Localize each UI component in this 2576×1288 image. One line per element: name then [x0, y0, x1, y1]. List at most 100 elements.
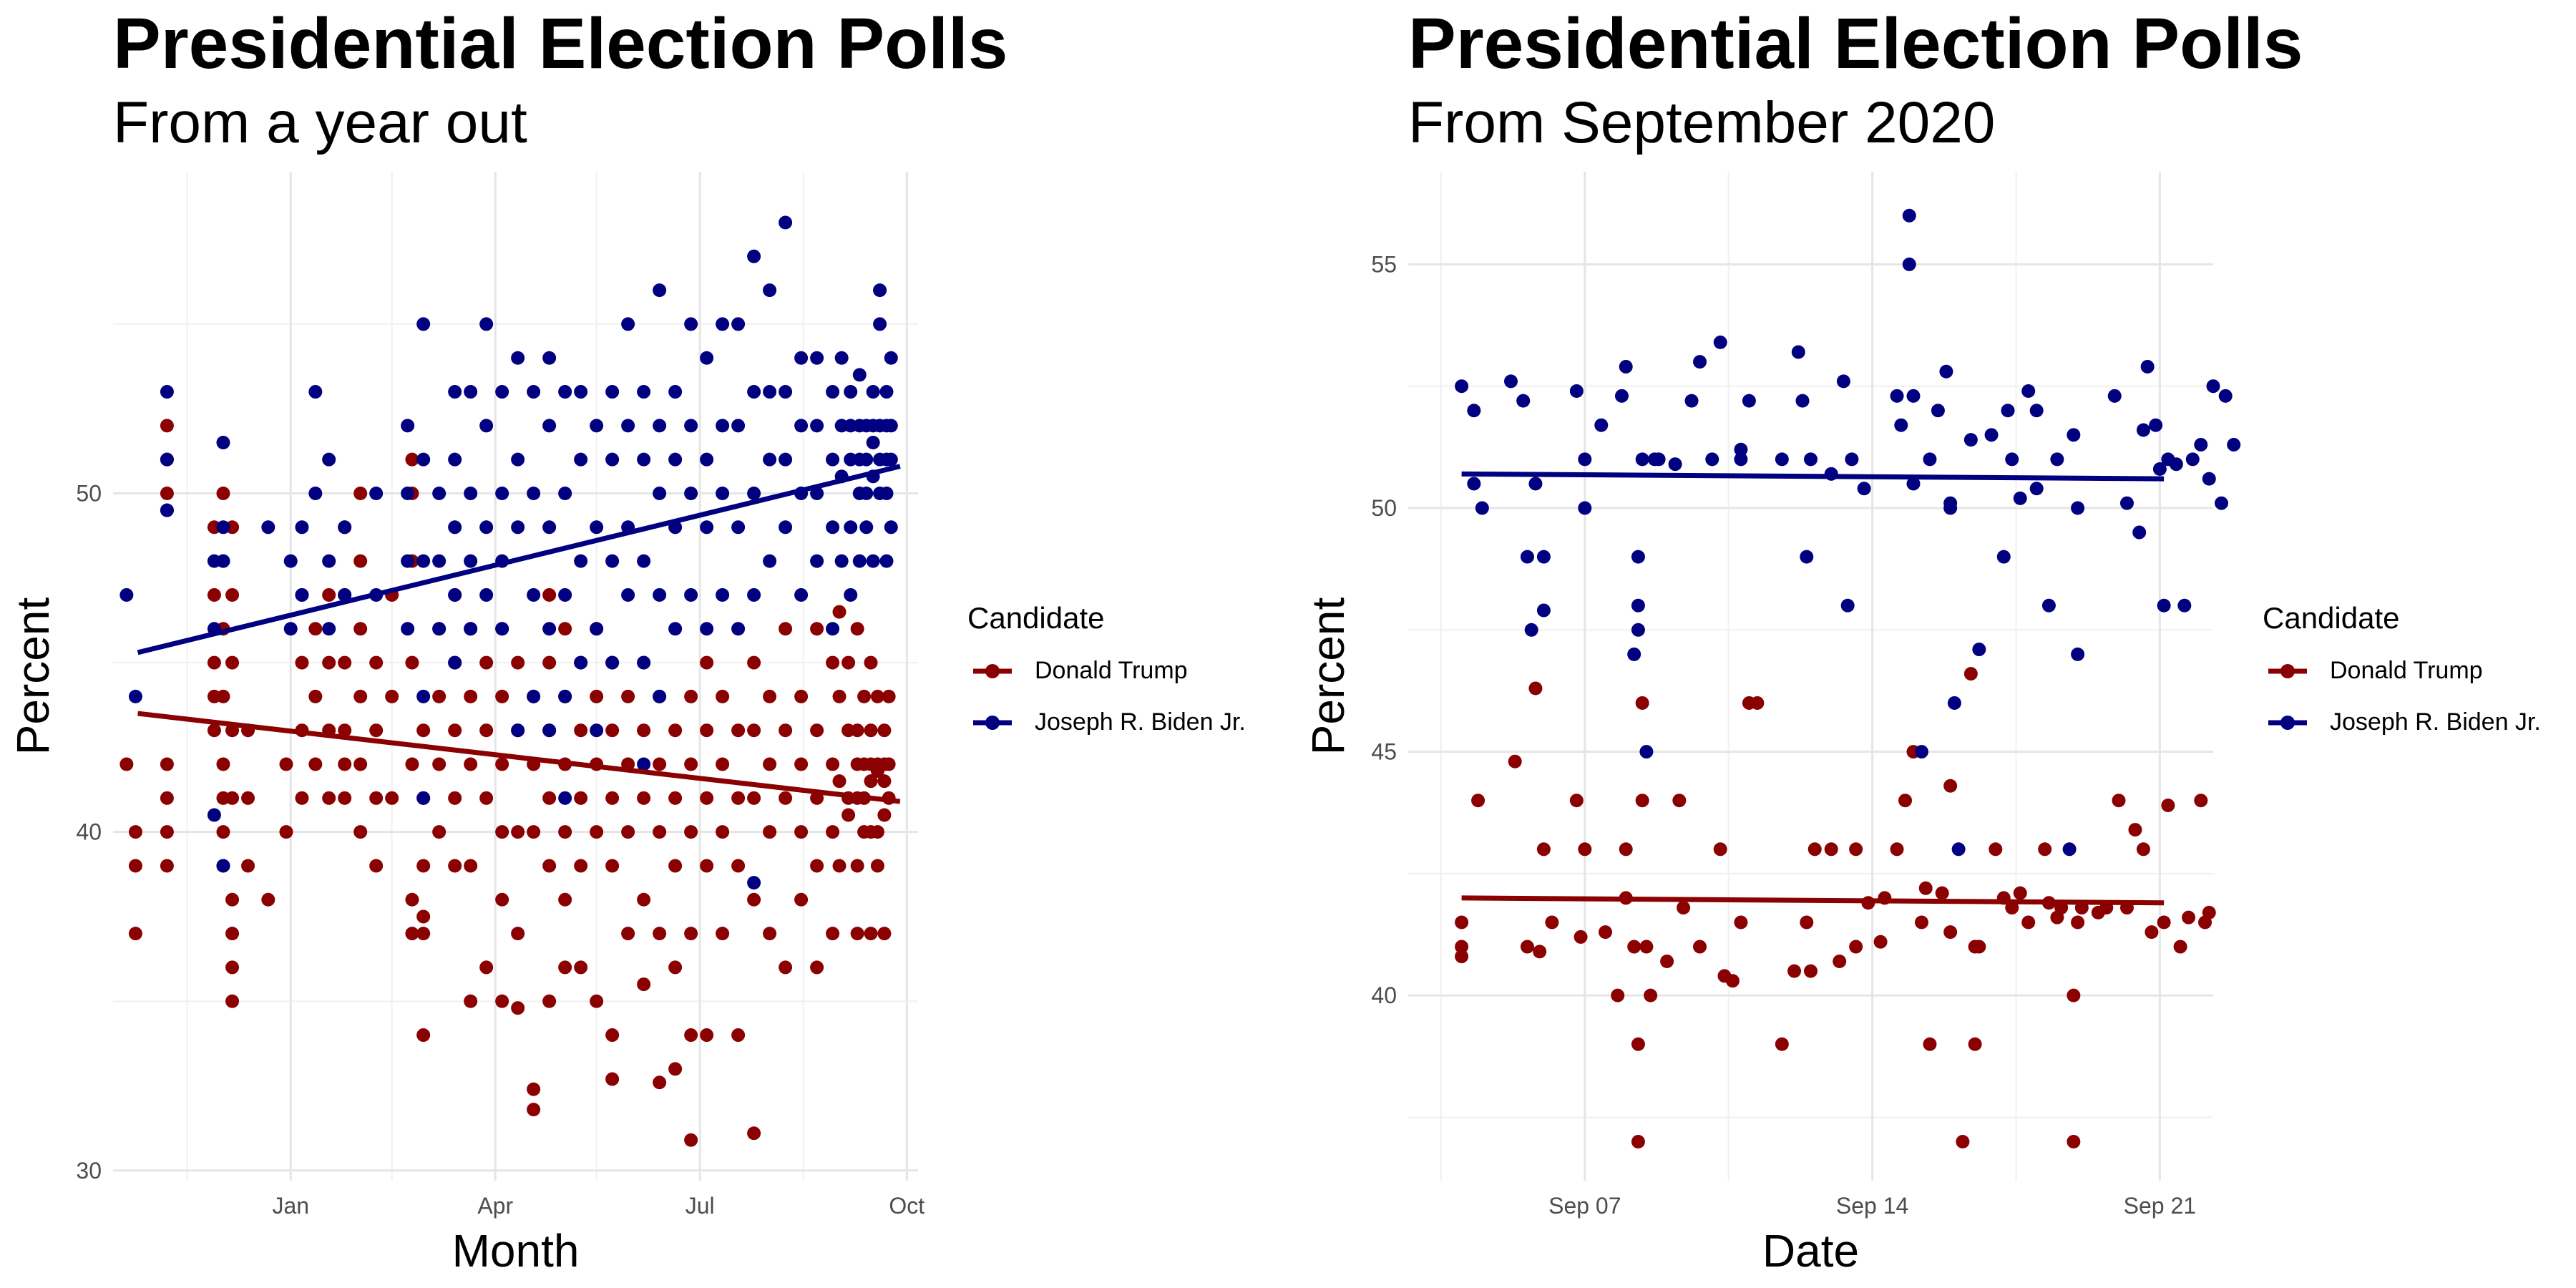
point-joseph-r-biden-jr — [1528, 477, 1543, 491]
point-donald-trump — [432, 689, 447, 703]
series-donald-trump — [1455, 667, 2216, 1149]
point-donald-trump — [1849, 842, 1863, 857]
point-joseph-r-biden-jr — [2071, 647, 2085, 661]
point-donald-trump — [216, 486, 230, 500]
point-donald-trump — [1898, 794, 1913, 808]
point-donald-trump — [464, 859, 478, 873]
point-joseph-r-biden-jr — [1906, 477, 1921, 491]
point-joseph-r-biden-jr — [322, 452, 336, 467]
scatter-plot-september: Sep 07 Sep 14 Sep 21 40 45 50 55 Date Percent — [1302, 172, 2241, 1277]
point-joseph-r-biden-jr — [700, 351, 714, 365]
point-donald-trump — [1989, 842, 2003, 857]
point-donald-trump — [308, 757, 323, 771]
point-joseph-r-biden-jr — [401, 486, 415, 500]
point-donald-trump — [416, 723, 431, 738]
point-joseph-r-biden-jr — [527, 385, 541, 399]
point-joseph-r-biden-jr — [605, 452, 620, 467]
point-donald-trump — [1833, 954, 1847, 968]
trend-line-donald-trump — [1461, 895, 2165, 906]
point-donald-trump — [527, 825, 541, 839]
major-gridlines — [1408, 172, 2213, 1181]
point-donald-trump — [369, 655, 384, 670]
point-donald-trump — [160, 825, 174, 839]
point-joseph-r-biden-jr — [558, 791, 572, 805]
point-joseph-r-biden-jr — [1536, 603, 1551, 618]
point-donald-trump — [731, 1028, 746, 1043]
point-donald-trump — [637, 791, 651, 805]
point-donald-trump — [405, 655, 419, 670]
point-joseph-r-biden-jr — [1639, 745, 1654, 759]
point-joseph-r-biden-jr — [1693, 355, 1707, 369]
point-joseph-r-biden-jr — [283, 554, 298, 568]
point-joseph-r-biden-jr — [1804, 452, 1818, 467]
legend-item-trump: Donald Trump — [967, 650, 1297, 693]
point-donald-trump — [700, 859, 714, 873]
point-joseph-r-biden-jr — [1972, 643, 1986, 657]
point-donald-trump — [225, 994, 240, 1008]
point-donald-trump — [590, 994, 604, 1008]
point-donald-trump — [353, 622, 368, 636]
point-donald-trump — [850, 859, 864, 873]
point-joseph-r-biden-jr — [747, 587, 761, 602]
point-donald-trump — [832, 774, 847, 789]
point-donald-trump — [731, 723, 746, 738]
point-joseph-r-biden-jr — [2202, 472, 2216, 486]
point-joseph-r-biden-jr — [716, 587, 730, 602]
x-tick-label: Jul — [686, 1193, 715, 1219]
point-donald-trump — [2038, 842, 2052, 857]
point-donald-trump — [1672, 794, 1687, 808]
point-joseph-r-biden-jr — [2119, 496, 2134, 510]
point-donald-trump — [1824, 842, 1838, 857]
point-joseph-r-biden-jr — [747, 249, 761, 263]
point-joseph-r-biden-jr — [621, 317, 635, 331]
chart-title: Presidential Election Polls — [1408, 4, 2303, 84]
point-donald-trump — [216, 757, 230, 771]
point-donald-trump — [1693, 940, 1707, 954]
point-joseph-r-biden-jr — [261, 520, 275, 535]
point-donald-trump — [1455, 950, 1469, 964]
point-donald-trump — [2136, 842, 2150, 857]
point-joseph-r-biden-jr — [558, 385, 572, 399]
point-donald-trump — [369, 859, 384, 873]
point-joseph-r-biden-jr — [653, 486, 667, 500]
point-donald-trump — [353, 486, 368, 500]
point-donald-trump — [2128, 823, 2142, 837]
point-joseph-r-biden-jr — [1931, 404, 1945, 418]
point-joseph-r-biden-jr — [1652, 452, 1666, 467]
series-joseph-r-biden-jr — [1455, 208, 2241, 857]
point-joseph-r-biden-jr — [2169, 457, 2183, 472]
point-donald-trump — [1807, 842, 1822, 857]
point-donald-trump — [160, 757, 174, 771]
point-donald-trump — [353, 554, 368, 568]
point-donald-trump — [1569, 794, 1584, 808]
point-donald-trump — [653, 757, 667, 771]
point-joseph-r-biden-jr — [416, 452, 431, 467]
point-joseph-r-biden-jr — [448, 385, 462, 399]
point-donald-trump — [668, 723, 683, 738]
point-joseph-r-biden-jr — [653, 419, 667, 433]
point-joseph-r-biden-jr — [866, 436, 880, 450]
point-donald-trump — [1963, 667, 1978, 681]
point-donald-trump — [511, 927, 525, 941]
point-joseph-r-biden-jr — [2185, 452, 2200, 467]
point-donald-trump — [574, 791, 588, 805]
point-joseph-r-biden-jr — [2218, 389, 2233, 403]
point-donald-trump — [160, 419, 174, 433]
point-donald-trump — [637, 977, 651, 992]
point-donald-trump — [495, 994, 509, 1008]
point-joseph-r-biden-jr — [1890, 389, 1904, 403]
point-joseph-r-biden-jr — [637, 757, 651, 771]
point-donald-trump — [241, 791, 255, 805]
point-joseph-r-biden-jr — [779, 215, 793, 230]
point-joseph-r-biden-jr — [2136, 423, 2150, 437]
point-donald-trump — [653, 1075, 667, 1090]
point-joseph-r-biden-jr — [401, 419, 415, 433]
point-donald-trump — [1599, 925, 1613, 940]
point-joseph-r-biden-jr — [866, 554, 880, 568]
point-donald-trump — [747, 791, 761, 805]
point-donald-trump — [668, 859, 683, 873]
point-joseph-r-biden-jr — [542, 723, 557, 738]
point-donald-trump — [225, 587, 240, 602]
point-donald-trump — [1631, 1037, 1645, 1051]
point-joseph-r-biden-jr — [668, 622, 683, 636]
